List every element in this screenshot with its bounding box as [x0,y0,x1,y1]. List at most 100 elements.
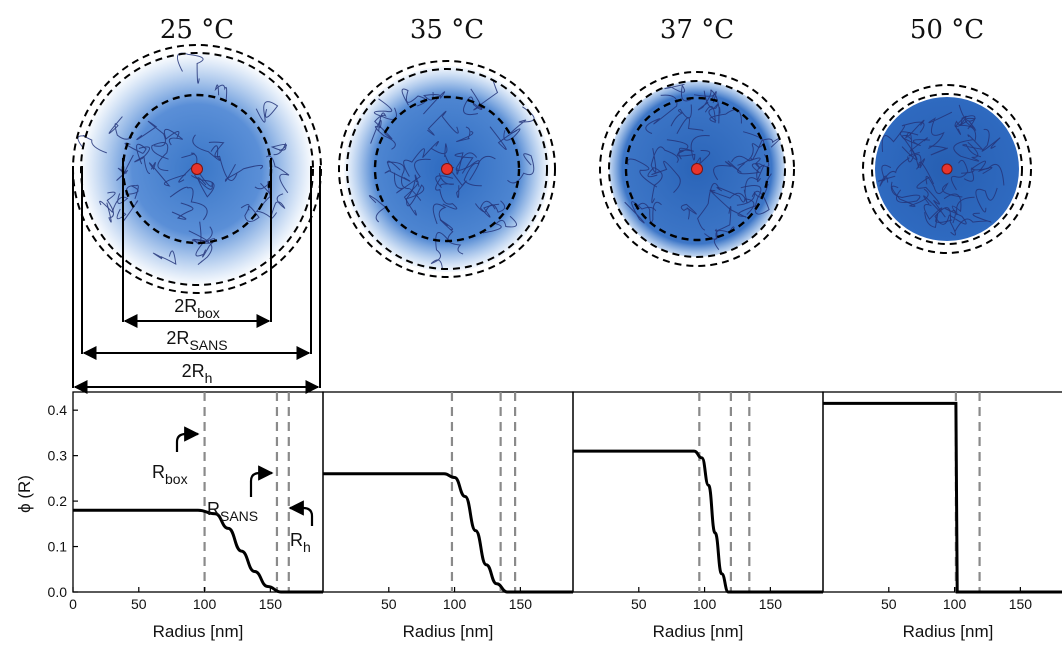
polymer-chain [370,119,396,150]
polymer-chain [943,193,975,216]
polymer-chain [149,161,186,187]
panel-frame [322,391,574,593]
x-tick-label: 100 [943,596,967,612]
polymer-chain [731,155,761,169]
polymer-chain [645,94,678,134]
polymer-chain [99,193,129,214]
temperature-label: 35 °C [410,15,484,45]
box-core [624,96,770,242]
sans-shell [608,80,786,258]
polymer-chain [474,200,506,213]
polymer-chain [482,215,517,234]
polymer-chain [958,104,977,131]
y-tick-label: 0.4 [48,402,68,418]
polymer-chain [916,176,946,218]
y-tick-label: 0.0 [48,584,68,600]
temperature-label: 25 °C [160,15,234,45]
sans-shell [346,68,548,270]
x-axis-label: Radius [nm] [653,622,744,641]
polymer-chain [116,154,134,181]
polymer-chain [697,182,721,231]
panel-frame [822,391,1062,593]
polymer-chain [152,250,177,265]
polymer-chain [647,167,663,204]
polymer-chain [265,155,290,194]
polymer-chain [975,187,998,213]
rbox-label: Rbox [152,462,188,487]
polymer-chain [710,190,757,218]
polymer-chain [403,174,420,216]
y-axis-label: ϕ (R) [15,475,34,513]
microgel-37 [599,71,795,267]
polymer-chain [962,134,984,158]
polymer-chain [108,116,133,140]
x-tick-label: 0 [69,596,77,612]
center-dot [691,163,703,175]
polymer-chain [435,173,454,189]
profile-panel: 50 100 150 Radius [nm] [822,391,1062,641]
polymer-chain [208,141,238,182]
polymer-chain [954,115,977,141]
polymer-chain [716,186,755,215]
x-axis-label: Radius [nm] [153,622,244,641]
polymer-chain [456,126,474,143]
polymer-chain [981,128,1001,152]
x-axis-label: Radius [nm] [903,622,994,641]
polymer-chains [368,80,535,269]
x-tick-label: 100 [193,596,217,612]
polymer-chain [890,181,921,203]
polymer-chain [270,142,287,156]
polymer-chain [435,177,458,210]
polymer-chain [192,134,221,161]
polymer-chain [881,121,925,152]
x-tick-label: 50 [881,596,897,612]
polymer-chain [693,89,715,111]
microgel-25 [72,44,322,294]
polymer-chains [624,83,781,251]
temperature-label: 37 °C [660,15,734,45]
polymer-chain [176,52,204,84]
polymer-chain [901,146,926,170]
x-axis-label: Radius [nm] [403,622,494,641]
polymer-chains [77,52,290,265]
panel-frame [72,391,324,593]
polymer-chain [427,110,459,136]
x-tick-label: 100 [693,596,717,612]
x-tick-label: 50 [381,596,397,612]
dimension-lines [72,158,321,394]
polymer-chain [510,106,535,134]
polymer-chain [891,185,929,207]
polymer-chain [713,226,735,251]
polymer-chain [386,161,422,201]
polymer-chain [134,146,151,174]
microgel-50 [862,84,1032,254]
polymer-chain [666,139,694,160]
polymer-chain [106,191,116,223]
polymer-chain [214,84,228,102]
polymer-chains [877,104,1005,236]
polymer-chain [676,117,704,134]
polymer-chain [403,141,439,177]
polymer-chain [627,158,658,188]
center-dot [191,163,203,175]
polymer-chain [737,154,770,175]
polymer-chain [744,164,765,194]
polymer-chain [384,160,411,182]
y-tick-label: 0.3 [48,448,68,464]
polymer-chain [925,175,963,198]
density-profile-panels: 0 50 100 150 0.0 0.1 0.2 0.3 0.4 Radius [nm] 50 100… [48,391,1062,641]
x-tick-label: 50 [631,596,647,612]
outer-hydrodynamic-shell [338,60,556,278]
polymer-chain [737,131,765,166]
polymer-chain [650,146,679,173]
polymer-chain [709,189,748,204]
sans-shell [871,93,1023,245]
sans-dimension-label: 2RSANS [166,328,227,353]
polymer-chain [479,200,500,218]
polymer-chain [405,181,425,207]
polymer-chain [136,120,166,147]
polymer-chain [423,91,445,115]
density-profile-line [572,449,823,594]
polymer-chain [255,101,279,123]
